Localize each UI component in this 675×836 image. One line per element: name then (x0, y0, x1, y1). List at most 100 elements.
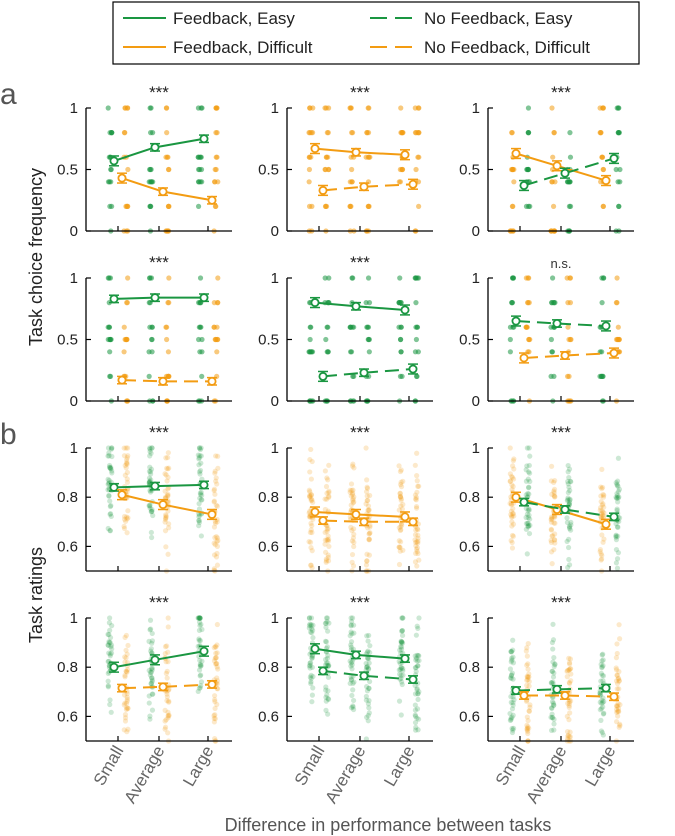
participant-dot (199, 179, 205, 185)
participant-dot (166, 275, 172, 281)
participant-dot (323, 707, 329, 713)
data-point (158, 500, 168, 510)
participant-dot (412, 712, 418, 718)
participant-dot (325, 696, 331, 702)
participant-dot (108, 445, 115, 451)
participant-dot (196, 456, 202, 462)
participant-dot (614, 482, 620, 489)
participant-dot (307, 529, 313, 536)
participant-dot (308, 492, 315, 498)
participant-dot (150, 691, 156, 697)
participant-dot (398, 484, 405, 490)
participant-dot (196, 517, 202, 524)
participant-dot (398, 105, 404, 111)
participant-dot (215, 537, 221, 544)
participant-dot (149, 508, 155, 514)
participant-dot (147, 479, 153, 485)
participant-dot (527, 453, 533, 459)
y-tick-label: 0.8 (258, 489, 279, 506)
participant-dot (106, 480, 112, 487)
participant-dot (347, 487, 353, 493)
participant-dot (523, 648, 529, 654)
participant-dot (551, 716, 557, 722)
y-tick-label: 1 (271, 610, 279, 627)
participant-dot (396, 525, 402, 531)
participant-dot (399, 506, 405, 512)
participant-dot (614, 556, 621, 562)
participant-dot (524, 645, 530, 651)
participant-dot (215, 666, 221, 672)
participant-dot (525, 105, 532, 111)
participant-dot (365, 701, 372, 707)
participant-dot (107, 697, 113, 703)
participant-dot (548, 537, 554, 544)
participant-dot (123, 647, 129, 653)
participant-dot (550, 154, 556, 160)
participant-dot (398, 496, 404, 502)
data-point (310, 507, 320, 517)
participant-dot (363, 660, 369, 667)
participant-dot (306, 663, 313, 669)
participant-dot (306, 615, 313, 621)
participant-dot (211, 486, 218, 492)
participant-dot (613, 719, 620, 725)
participant-dot (214, 685, 220, 692)
participant-dot (615, 495, 621, 501)
participant-dot (615, 324, 621, 330)
participant-dot (613, 547, 620, 553)
participant-dot (510, 647, 516, 653)
participant-dot (322, 529, 328, 536)
participant-dot (601, 698, 607, 705)
participant-dot (197, 638, 204, 644)
participant-dot (525, 674, 531, 680)
participant-dot (349, 551, 356, 558)
participant-dot (348, 663, 354, 669)
data-point (511, 686, 521, 696)
participant-dot (413, 668, 419, 675)
x-category-label: Large (581, 743, 619, 790)
participant-dot (508, 717, 514, 723)
series-line-segment (322, 371, 365, 378)
participant-dot (510, 275, 517, 281)
participant-dot (146, 475, 153, 481)
participant-dot (326, 462, 332, 468)
participant-dot (509, 657, 515, 663)
participant-dot (597, 505, 604, 511)
participant-dot (212, 712, 218, 718)
participant-dot (414, 548, 420, 555)
participant-dot (309, 653, 315, 659)
participant-dot (107, 615, 113, 621)
participant-dot (212, 735, 218, 742)
participant-dot (397, 527, 404, 534)
participant-dot (146, 373, 152, 379)
participant-dot (597, 547, 603, 553)
participant-dot (109, 468, 115, 474)
participant-dot (164, 668, 170, 674)
participant-dot (322, 105, 328, 111)
participant-dot (598, 130, 604, 136)
participant-dot (552, 477, 558, 484)
participant-dot (617, 166, 623, 173)
participant-dot (565, 700, 571, 706)
participant-dot (149, 665, 155, 672)
data-point (351, 650, 361, 660)
participant-dot (600, 494, 607, 500)
participant-dot (552, 662, 558, 668)
participant-dot (614, 495, 620, 501)
participant-dot (198, 497, 204, 503)
participant-dot (148, 681, 154, 687)
participant-dot (509, 514, 515, 520)
participant-dot (214, 675, 220, 681)
participant-dot (598, 705, 605, 712)
participant-dot (614, 478, 621, 484)
participant-dot (510, 458, 516, 464)
participant-dot (366, 660, 372, 666)
participant-dot (565, 373, 571, 379)
participant-dot (615, 533, 621, 539)
data-point (400, 654, 410, 664)
participant-dot (414, 715, 420, 721)
participant-dot (364, 551, 370, 557)
participant-dot (198, 621, 204, 628)
participant-dot (525, 728, 531, 734)
series-line-segment (113, 485, 156, 489)
